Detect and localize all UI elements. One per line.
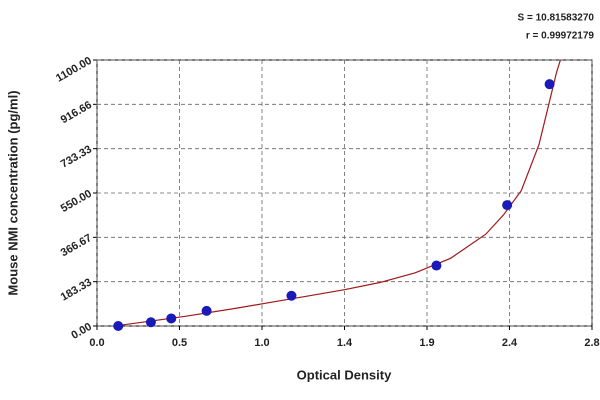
data-point: [286, 290, 297, 301]
x-tick-label: 1.9: [419, 337, 434, 349]
x-tick-label: 0.0: [89, 337, 104, 349]
data-point: [166, 313, 177, 324]
fit-curve: [114, 60, 562, 326]
y-tick-label: 550.00: [59, 188, 94, 215]
data-point: [502, 200, 513, 211]
y-axis-title: Mouse NMI concentration (pg/ml): [5, 90, 20, 295]
y-tick-label: 1100.00: [54, 55, 94, 85]
x-tick-label: 2.4: [502, 337, 518, 349]
y-tick-label: 733.33: [59, 143, 94, 170]
x-tick-label: 0.5: [172, 337, 187, 349]
x-tick-label: 1.0: [254, 337, 269, 349]
x-tick-label: 2.8: [584, 337, 599, 349]
x-tick-label: 1.4: [337, 337, 353, 349]
data-point: [544, 79, 555, 90]
annotation: r = 0.99972179: [526, 31, 595, 42]
x-axis-title: Optical Density: [297, 367, 392, 382]
y-tick-label: 366.67: [59, 232, 94, 259]
data-point: [431, 260, 442, 271]
y-tick-label: 183.33: [59, 276, 94, 303]
data-point: [201, 305, 212, 316]
data-point: [113, 321, 124, 331]
data-point: [145, 317, 156, 328]
plot-area: [114, 60, 562, 326]
y-tick-label: 916.66: [59, 99, 94, 126]
annotation: S = 10.81583270: [518, 13, 595, 24]
